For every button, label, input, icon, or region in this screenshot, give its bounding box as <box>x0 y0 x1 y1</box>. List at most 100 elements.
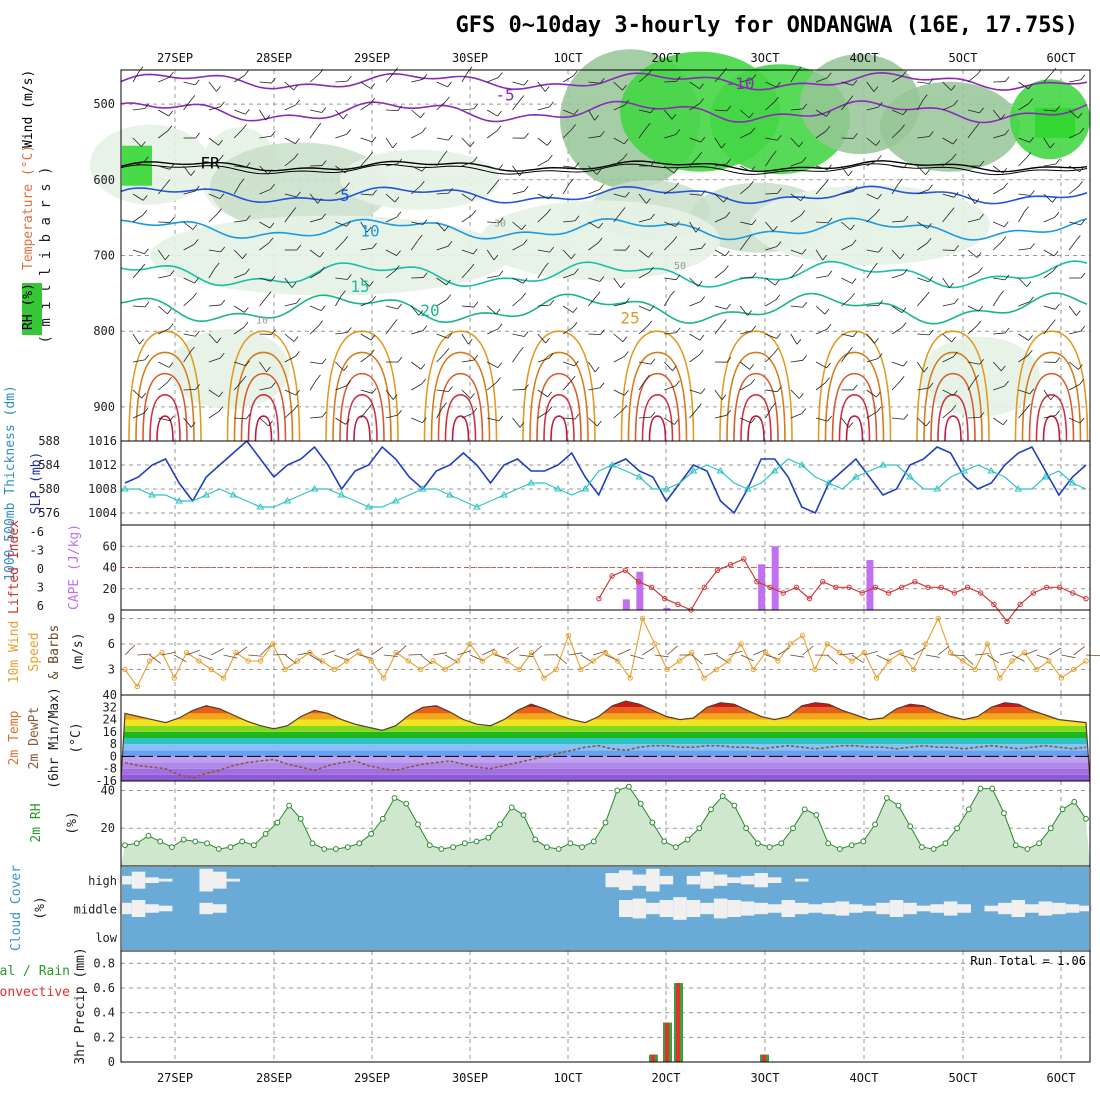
rh-marker <box>333 846 339 852</box>
wind-barb <box>771 402 776 408</box>
wind-barb <box>1043 415 1056 419</box>
wind-barb <box>573 109 579 115</box>
wind-barb <box>208 213 218 223</box>
wind-barb <box>942 104 954 111</box>
slp-tick-label: 1016 <box>88 434 117 448</box>
wind-barb <box>335 187 346 195</box>
wind-barb <box>796 339 802 345</box>
wind-barb <box>649 266 654 273</box>
wind-barb <box>663 295 671 307</box>
wind-barb <box>293 404 299 411</box>
wind-barb <box>672 236 678 242</box>
wind-barb <box>891 305 903 314</box>
cloud-cell <box>659 900 674 917</box>
wind-barb <box>993 221 1005 228</box>
wind-barb <box>917 277 929 283</box>
wind-barb <box>372 189 377 196</box>
ylabel-cloud-unit: (%) <box>33 896 48 919</box>
wind-barb <box>574 215 580 221</box>
wind-barb <box>310 361 323 365</box>
contour-arch <box>536 372 582 442</box>
wind-barb <box>220 101 225 107</box>
wind-barb <box>1053 265 1058 272</box>
ylabel-convective: Convective <box>0 985 70 1000</box>
contour-arch <box>522 330 596 442</box>
wind-barb <box>498 270 504 276</box>
wind-barb <box>461 268 471 279</box>
rh-marker <box>239 838 246 845</box>
wind-barb-10m <box>161 651 176 656</box>
thickness-marker <box>987 467 996 474</box>
wind-barb <box>649 305 655 312</box>
cloud-cell <box>822 902 836 915</box>
rh-marker <box>1071 798 1078 805</box>
wind-barb <box>548 353 554 359</box>
wind-speed-marker <box>442 666 449 673</box>
wind-barb <box>877 353 883 359</box>
wind-barb <box>360 81 371 89</box>
wind-barb <box>316 374 321 381</box>
wind-barb <box>420 112 425 118</box>
wind-barb <box>816 221 829 224</box>
temp-band <box>121 774 1090 781</box>
wind-barb <box>512 297 522 307</box>
rh-marker <box>1047 825 1054 832</box>
wind-barb <box>916 296 926 307</box>
wind-speed-marker <box>935 615 941 622</box>
wind-barb <box>1068 132 1081 139</box>
precip-tick-label: 0.4 <box>93 1006 115 1020</box>
ylabel-cape: CAPE (J/kg) <box>67 524 82 610</box>
wind-barb <box>1080 325 1086 332</box>
wind-barb <box>442 150 448 157</box>
wind-barb <box>942 389 954 396</box>
wind-barb <box>953 192 959 198</box>
wind-barb <box>1055 105 1061 112</box>
wind-barb <box>524 132 529 139</box>
wind-barb <box>335 385 347 391</box>
wind-speed-marker <box>873 675 880 681</box>
wind-barb <box>233 380 243 391</box>
wind-barb <box>447 333 453 339</box>
wind-barb <box>979 160 985 167</box>
wind-barb <box>613 302 626 307</box>
wind-barb <box>1076 235 1081 241</box>
wind-barb <box>158 165 170 170</box>
wind-barb-10m <box>654 654 669 658</box>
wind-tick-label: 9 <box>108 612 115 626</box>
contour-arch <box>339 372 385 442</box>
wind-barb <box>208 304 221 307</box>
wind-barb <box>903 268 908 275</box>
wind-barb <box>396 211 402 218</box>
wind-barb <box>1028 98 1033 104</box>
wind-barb <box>411 330 423 335</box>
wind-barb <box>664 241 674 251</box>
rh-marker <box>708 806 714 813</box>
wind-barb <box>823 179 829 186</box>
wind-barb <box>689 301 701 307</box>
cape-tick-label: 40 <box>103 561 117 575</box>
wind-barb <box>1018 277 1028 287</box>
wind-barb <box>922 94 928 100</box>
rh-marker <box>262 830 269 837</box>
wind-barb <box>620 207 626 213</box>
wind-barb <box>675 129 681 135</box>
contour-arch <box>423 330 498 442</box>
wind-barb <box>851 239 857 245</box>
wind-barb <box>815 77 828 83</box>
thickness-marker <box>364 503 373 510</box>
cloud-cell <box>1038 901 1053 916</box>
wind-barb <box>537 333 546 344</box>
wind-barb <box>596 169 602 175</box>
wind-barb-10m <box>211 648 224 656</box>
wind-barb <box>774 96 779 103</box>
thickness-marker <box>662 485 671 492</box>
wind-barb <box>310 109 322 113</box>
wind-barb <box>613 212 622 223</box>
wind-barb <box>954 298 959 304</box>
wind-speed-marker <box>344 658 350 664</box>
wind-barb <box>739 185 750 195</box>
wind-barb <box>219 193 225 199</box>
rh-marker <box>836 846 843 852</box>
cloud-cell <box>158 878 173 882</box>
wind-barb <box>613 409 624 419</box>
